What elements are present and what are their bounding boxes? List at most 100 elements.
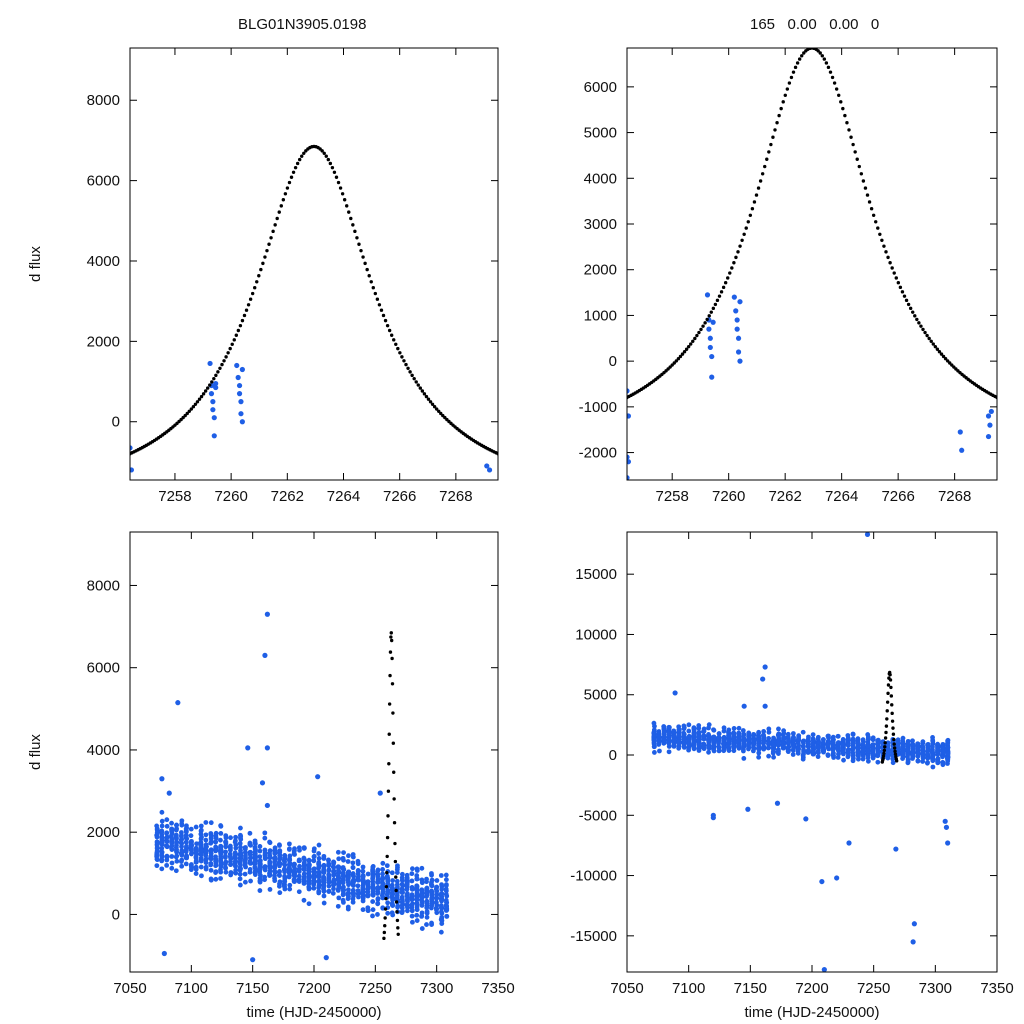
x-tick-label: 7100	[672, 980, 705, 997]
model-curve-point	[302, 151, 306, 155]
model-curve-point	[889, 694, 894, 698]
model-curve-point	[834, 87, 839, 91]
data-point	[657, 748, 662, 754]
model-curve-point	[892, 742, 896, 746]
model-curve-point	[721, 285, 726, 290]
data-point	[335, 849, 341, 855]
data-point	[331, 859, 337, 865]
model-curve-point	[379, 308, 384, 312]
data-point	[409, 919, 415, 925]
model-curve-point	[711, 306, 716, 311]
model-curve-point	[392, 820, 397, 825]
model-curve-point	[902, 294, 907, 298]
data-point	[410, 866, 415, 872]
model-curve-point	[351, 223, 355, 227]
model-curve-point	[189, 407, 194, 411]
data-point	[223, 833, 229, 839]
model-curve-point	[832, 81, 837, 85]
model-curve-point	[686, 344, 691, 349]
model-curve-point	[384, 896, 388, 901]
data-point	[419, 887, 425, 893]
model-curve-point	[394, 900, 399, 904]
data-point	[776, 726, 781, 732]
data-point	[444, 913, 450, 919]
data-point	[940, 745, 946, 750]
model-curve-point	[939, 352, 944, 356]
data-point	[841, 751, 846, 757]
model-curve-point	[863, 186, 868, 190]
data-point	[737, 358, 743, 364]
model-curve-point	[394, 875, 398, 879]
data-point	[355, 858, 361, 864]
data-point	[248, 878, 253, 884]
data-point	[166, 790, 172, 796]
x-tick-label: 7200	[795, 980, 828, 997]
data-point	[259, 780, 266, 786]
data-point	[761, 734, 767, 740]
data-point	[850, 736, 856, 742]
data-point	[199, 834, 204, 840]
data-point	[282, 879, 288, 884]
data-point	[360, 877, 366, 883]
data-point	[213, 845, 219, 850]
model-curve-point	[388, 650, 393, 654]
x-tick-label: 7258	[656, 488, 689, 505]
data-point	[218, 823, 224, 828]
data-point	[184, 844, 189, 849]
data-point	[242, 850, 248, 855]
model-curve-point	[822, 57, 827, 61]
data-point	[800, 756, 806, 762]
model-curve-point	[869, 206, 874, 211]
data-point	[721, 725, 727, 731]
data-point	[733, 308, 739, 314]
model-curve-point	[416, 383, 420, 387]
data-point	[681, 737, 687, 743]
model-curve-point	[709, 310, 713, 314]
data-point	[365, 871, 371, 877]
data-point	[686, 728, 692, 734]
data-point	[751, 745, 757, 751]
data-point	[227, 854, 233, 859]
y-tick-label: 6000	[87, 173, 120, 190]
model-curve-point	[929, 339, 933, 343]
data-point	[257, 888, 263, 893]
data-point	[765, 745, 771, 751]
model-curve-point	[293, 165, 298, 170]
data-point	[810, 737, 816, 743]
model-curve-point	[890, 719, 895, 723]
data-point	[737, 299, 743, 305]
data-point	[316, 842, 322, 848]
model-curve-point	[892, 746, 897, 750]
fit-parameters-title: 165 0.00 0.00 0	[750, 16, 880, 33]
y-tick-label: 10000	[575, 626, 617, 643]
model-curve-point	[297, 157, 302, 162]
x-tick-label: 7262	[768, 488, 801, 505]
model-curve-point	[238, 323, 243, 328]
model-curve-point	[203, 389, 208, 393]
data-point	[341, 891, 346, 897]
data-point	[154, 830, 160, 836]
data-point	[253, 858, 258, 863]
data-point	[761, 741, 766, 746]
data-point	[791, 743, 796, 749]
data-point	[443, 891, 449, 897]
model-curve-point	[738, 244, 742, 248]
data-point	[179, 849, 185, 855]
model-curve-point	[795, 61, 800, 65]
data-point	[666, 749, 672, 755]
model-curve-point	[363, 261, 367, 266]
data-point	[377, 790, 383, 796]
data-point	[870, 742, 876, 748]
data-point	[237, 841, 243, 846]
data-point	[345, 887, 351, 893]
data-point	[429, 896, 435, 902]
data-point	[706, 736, 711, 742]
data-point	[379, 893, 385, 898]
data-point	[213, 835, 219, 841]
data-point	[707, 344, 713, 351]
data-point	[331, 869, 336, 874]
model-curve-point	[393, 841, 397, 846]
data-point	[745, 806, 751, 812]
model-curve-point	[931, 342, 935, 346]
model-curve-point	[387, 762, 391, 766]
